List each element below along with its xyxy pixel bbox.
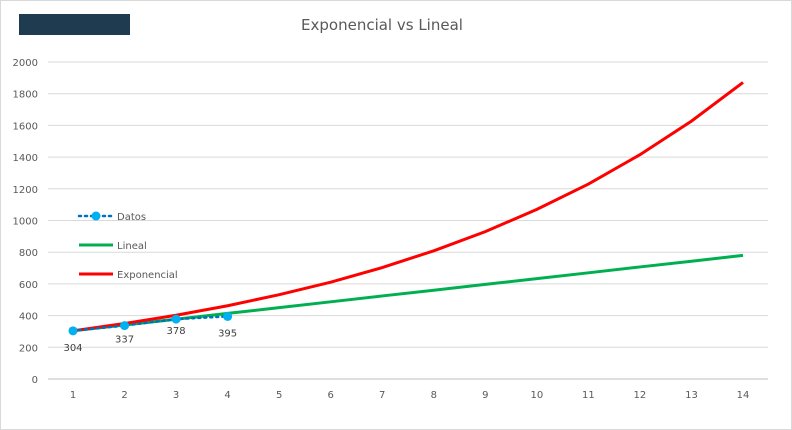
x-tick-label: 12 xyxy=(634,390,647,401)
data-label: 395 xyxy=(218,328,237,339)
y-tick-label: 0 xyxy=(32,375,38,386)
series-line-datos xyxy=(71,315,229,333)
x-tick-label: 7 xyxy=(379,390,385,401)
x-tick-label: 5 xyxy=(276,390,282,401)
legend-label: Lineal xyxy=(117,241,147,252)
y-tick-label: 400 xyxy=(19,312,38,323)
y-tick-label: 200 xyxy=(19,343,38,354)
x-tick-label: 10 xyxy=(530,390,543,401)
x-tick-label: 11 xyxy=(582,390,595,401)
y-tick-label: 1600 xyxy=(13,121,38,132)
series-line-exponencial xyxy=(72,81,744,333)
data-label: 337 xyxy=(115,335,134,346)
title-banner xyxy=(19,14,130,35)
data-point xyxy=(120,321,130,331)
x-tick-label: 2 xyxy=(121,390,127,401)
x-tick-label: 4 xyxy=(224,390,230,401)
legend-marker xyxy=(91,211,101,221)
y-tick-label: 1200 xyxy=(13,185,38,196)
y-tick-label: 1400 xyxy=(13,153,38,164)
y-tick-label: 1800 xyxy=(13,90,38,101)
x-tick-label: 8 xyxy=(431,390,437,401)
x-tick-label: 9 xyxy=(482,390,488,401)
data-point xyxy=(171,314,181,324)
data-point xyxy=(223,311,233,321)
data-point xyxy=(68,326,78,336)
x-tick-label: 14 xyxy=(737,390,750,401)
y-tick-label: 800 xyxy=(19,248,38,259)
y-tick-label: 2000 xyxy=(13,58,38,69)
x-tick-label: 13 xyxy=(685,390,698,401)
data-label: 304 xyxy=(63,343,82,354)
data-label: 378 xyxy=(167,326,186,337)
chart-title: Exponencial vs Lineal xyxy=(301,16,463,34)
series-line-lineal xyxy=(72,253,744,333)
legend-label: Datos xyxy=(117,212,146,223)
y-tick-label: 600 xyxy=(19,280,38,291)
x-tick-label: 6 xyxy=(328,390,334,401)
x-tick-label: 3 xyxy=(173,390,179,401)
x-tick-label: 1 xyxy=(70,390,76,401)
legend-label: Exponencial xyxy=(117,270,178,281)
y-tick-label: 1000 xyxy=(13,217,38,228)
